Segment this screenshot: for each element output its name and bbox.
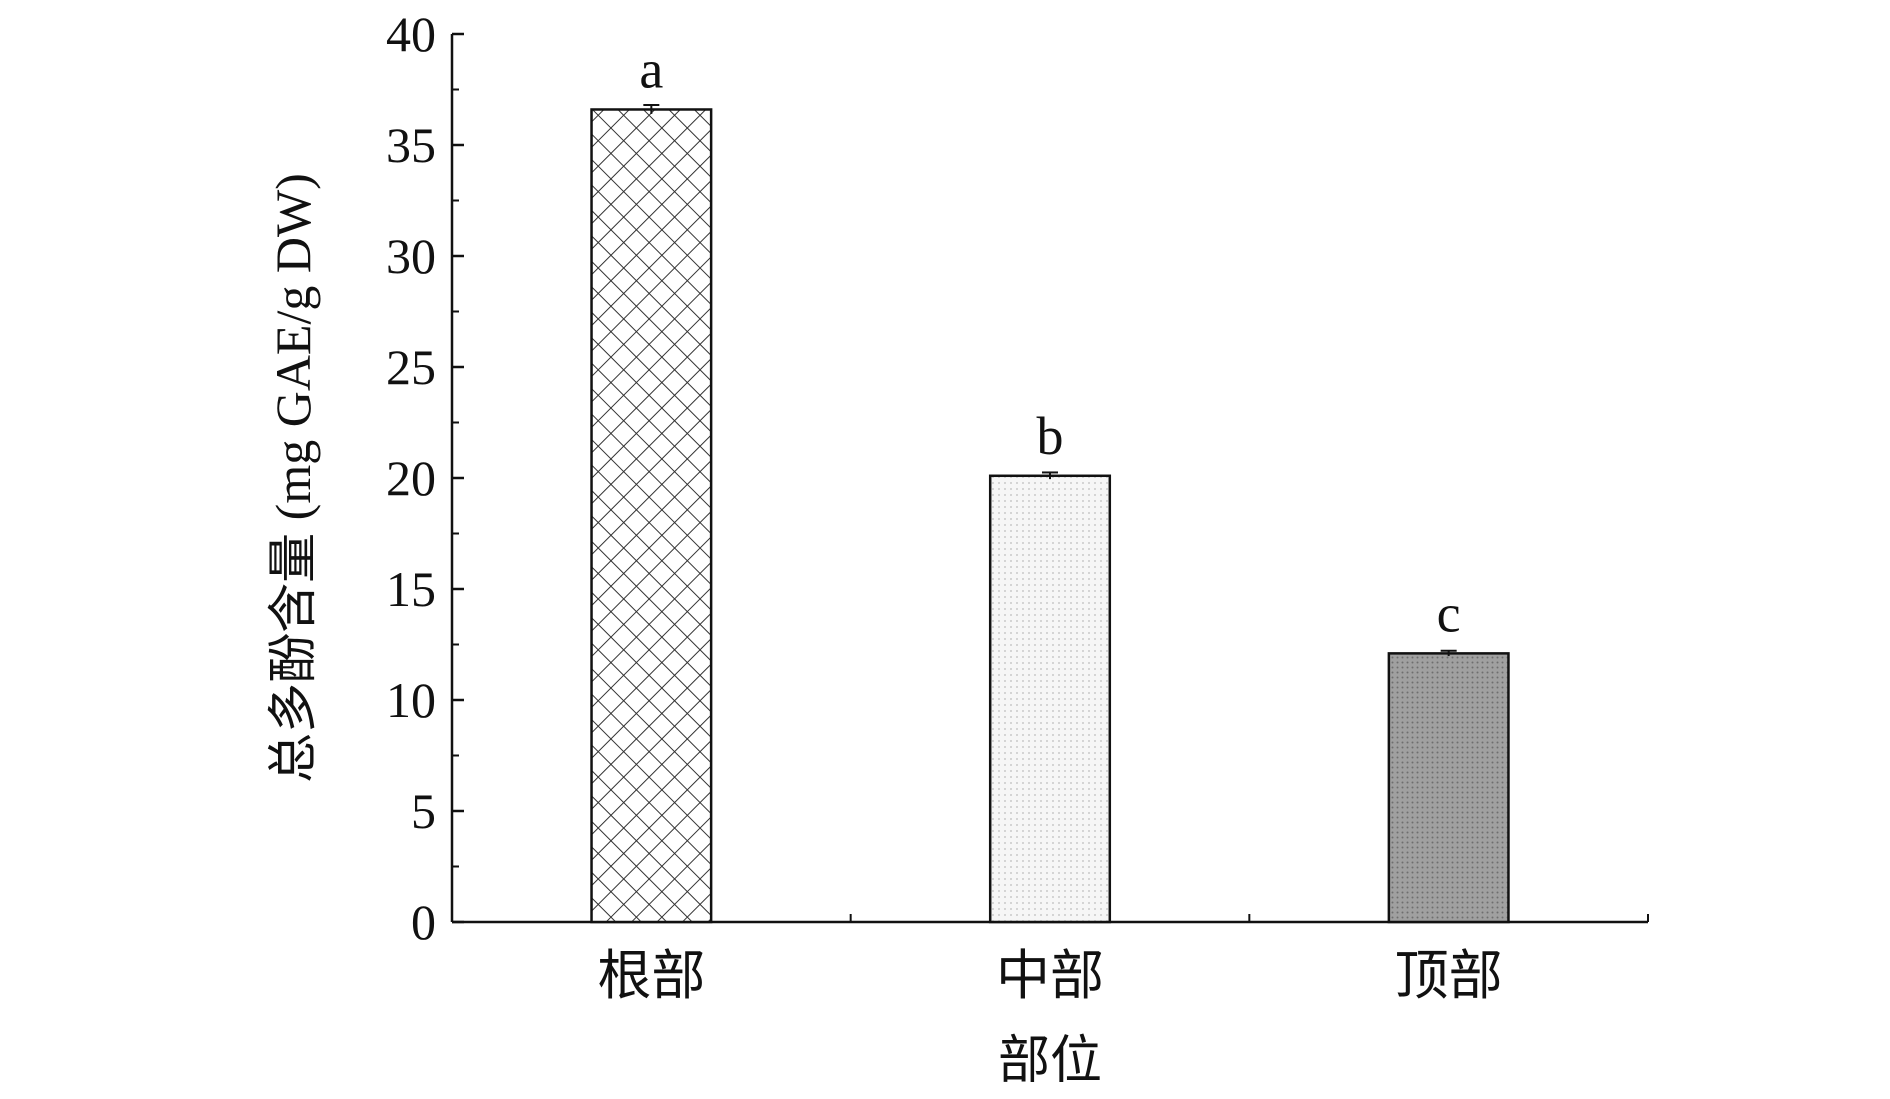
bar-1	[590, 108, 713, 924]
x-tick-label: 中部	[996, 946, 1104, 1006]
significance-letter: b	[1037, 406, 1064, 466]
x-ticks: 根部 中部 顶部	[597, 910, 1649, 1006]
bar-3	[1387, 652, 1510, 924]
y-tick-label: 10	[386, 672, 436, 728]
y-tick-label: 5	[411, 783, 436, 839]
y-tick-label: 25	[386, 339, 436, 395]
significance-letter: c	[1437, 583, 1461, 643]
bar-2	[988, 474, 1112, 924]
y-tick-label: 40	[386, 6, 436, 62]
significance-letter: a	[639, 39, 663, 99]
y-ticks: 0 5 10 15 20 25 30 35 40	[386, 6, 464, 950]
labels: 总多酚含量 (mg GAE/g DW) 部位	[265, 173, 1102, 1090]
y-axis-title: 总多酚含量 (mg GAE/g DW)	[265, 173, 321, 783]
y-tick-label: 20	[386, 450, 436, 506]
y-tick-label: 30	[386, 228, 436, 284]
x-tick-label: 根部	[597, 946, 705, 1006]
y-tick-label: 0	[411, 894, 436, 950]
x-axis-title: 部位	[998, 1033, 1102, 1090]
x-tick-label: 顶部	[1395, 946, 1503, 1006]
y-tick-label: 15	[386, 561, 436, 617]
bars: a b c	[590, 39, 1510, 924]
y-tick-label: 35	[386, 117, 436, 173]
